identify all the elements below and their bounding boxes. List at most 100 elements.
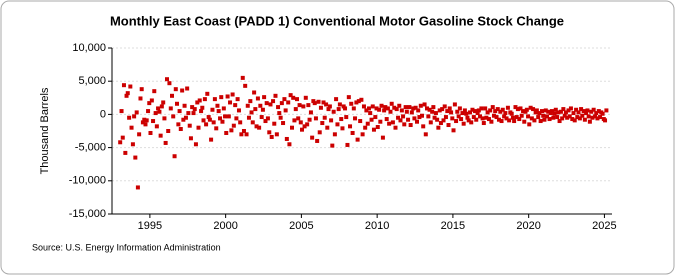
data-point [182, 103, 187, 108]
data-point [128, 84, 133, 89]
data-point [476, 108, 481, 113]
data-point [522, 119, 527, 124]
data-point [238, 120, 243, 125]
data-point [176, 122, 181, 127]
data-point [485, 110, 490, 115]
data-point [430, 109, 435, 114]
data-point [167, 81, 172, 86]
data-point [382, 108, 387, 113]
data-point [399, 108, 404, 113]
data-point [318, 105, 323, 110]
data-point [537, 111, 542, 116]
data-point [356, 99, 361, 104]
data-point [297, 103, 302, 108]
data-point [302, 124, 307, 129]
data-point [600, 111, 605, 116]
data-point [121, 83, 126, 88]
data-point [149, 98, 154, 103]
data-point [518, 106, 523, 111]
data-point [288, 93, 293, 98]
data-point [363, 125, 368, 130]
data-point [500, 107, 505, 112]
data-point [480, 116, 485, 121]
y-tick-label: -15,000 [69, 208, 106, 220]
data-point [185, 86, 190, 91]
data-point [366, 106, 371, 111]
data-point [401, 114, 406, 119]
data-point [365, 121, 370, 126]
data-point [119, 109, 124, 114]
data-point [521, 109, 526, 114]
data-point [210, 107, 215, 112]
data-point [274, 132, 279, 137]
data-point [216, 109, 221, 114]
data-point [438, 121, 443, 126]
data-point [461, 121, 466, 126]
data-point [279, 101, 284, 106]
data-point [312, 101, 317, 106]
data-point [142, 117, 147, 122]
data-point [459, 117, 464, 122]
data-point [402, 122, 407, 127]
data-point [384, 117, 389, 122]
data-point [496, 117, 501, 122]
x-tick-label: 2000 [213, 220, 237, 232]
data-point [133, 155, 138, 160]
data-point [474, 117, 479, 122]
data-point [413, 105, 418, 110]
data-point [320, 121, 325, 126]
data-point [483, 106, 488, 111]
data-point [127, 115, 132, 120]
data-point [132, 114, 137, 119]
data-point [490, 105, 495, 110]
data-point [125, 91, 130, 96]
data-point [470, 107, 475, 112]
data-point [404, 109, 409, 114]
data-point [255, 96, 260, 101]
data-point [396, 115, 401, 120]
data-point [551, 115, 556, 120]
data-point [230, 92, 235, 97]
data-point [278, 115, 283, 120]
data-point [408, 123, 413, 128]
data-point [351, 106, 356, 111]
data-point [206, 115, 211, 120]
data-point [129, 125, 134, 130]
data-point [335, 122, 340, 127]
data-point [513, 105, 518, 110]
data-point [258, 103, 263, 108]
data-point [575, 115, 580, 120]
data-point [310, 135, 315, 140]
data-point [493, 109, 498, 114]
data-point [426, 114, 431, 119]
data-point [576, 110, 581, 115]
data-point [334, 97, 339, 102]
data-point [199, 109, 204, 114]
data-point [379, 103, 384, 108]
data-point [212, 97, 217, 102]
data-point [584, 111, 589, 116]
data-point [166, 129, 171, 133]
data-point [153, 111, 158, 116]
data-point [412, 116, 417, 121]
data-point [407, 105, 412, 110]
data-point [322, 115, 327, 120]
data-point [577, 116, 582, 121]
data-point [332, 132, 337, 137]
data-point [543, 108, 548, 113]
data-point [161, 100, 166, 105]
data-point [298, 120, 303, 125]
data-point [183, 115, 188, 120]
data-point [437, 108, 442, 113]
data-point [425, 106, 429, 111]
data-point [339, 117, 344, 122]
data-point [188, 136, 193, 141]
data-point [558, 109, 563, 114]
data-point [168, 106, 173, 111]
data-point [411, 106, 416, 111]
data-point [504, 116, 509, 121]
data-point [598, 115, 603, 120]
data-point [233, 103, 238, 108]
data-point [241, 129, 246, 133]
data-point [200, 105, 205, 110]
